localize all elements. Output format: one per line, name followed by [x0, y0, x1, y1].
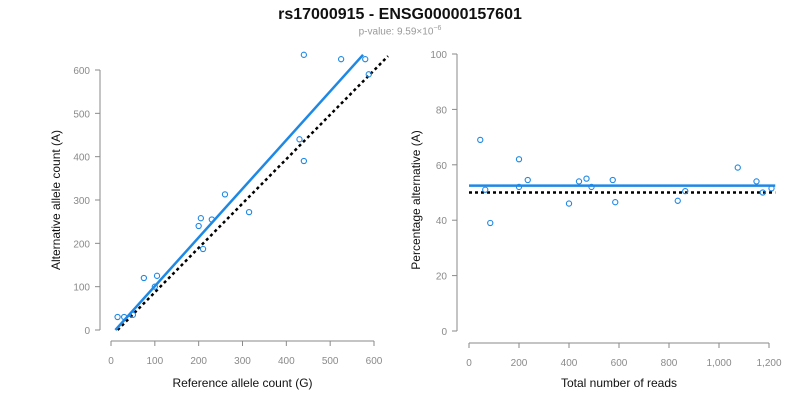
data-point	[682, 187, 689, 195]
data-point	[482, 186, 489, 193]
x-tick-label: 1,000	[706, 358, 731, 369]
data-point	[768, 185, 775, 192]
data-point	[734, 164, 741, 171]
data-point	[129, 311, 137, 318]
x-tick-label: 500	[322, 356, 339, 367]
y-tick-label: 500	[73, 109, 90, 120]
chart-title: rs17000915 - ENSG00000157601	[278, 6, 522, 23]
data-point	[195, 222, 202, 230]
y-tick-label: 200	[73, 239, 90, 250]
data-point	[245, 208, 253, 216]
data-point	[609, 176, 616, 184]
data-point	[524, 176, 531, 184]
x-tick-label: 200	[511, 358, 528, 369]
x-tick-label: 1,200	[756, 358, 781, 369]
y-tick-label: 20	[436, 272, 448, 283]
data-point	[575, 178, 583, 185]
x-axis-label: Reference allele count (G)	[172, 376, 312, 390]
x-tick-label: 400	[561, 358, 578, 369]
x-axis-label: Total number of reads	[561, 376, 677, 390]
data-point	[477, 136, 484, 144]
data-point	[153, 272, 161, 279]
data-point	[208, 216, 215, 223]
data-point	[151, 283, 158, 290]
data-point	[337, 56, 345, 63]
y-tick-label: 60	[436, 161, 448, 172]
x-tick-label: 600	[611, 358, 628, 369]
data-point	[114, 313, 121, 321]
data-point	[674, 197, 681, 204]
data-point	[588, 183, 595, 191]
y-tick-label: 300	[73, 196, 90, 207]
data-point	[140, 274, 148, 282]
y-tick-label: 40	[436, 216, 448, 227]
data-point	[753, 178, 760, 185]
reference-line	[116, 55, 389, 331]
y-tick-label: 100	[430, 50, 447, 61]
subtitle-exponent: −6	[433, 25, 442, 32]
data-point	[612, 199, 619, 206]
scatter-panel-allele-counts: 0 100 200 300 400 500 600 0 100 200 300 400 500 600 Re…	[49, 51, 389, 390]
scatter-panel-percentage: 0 200 400 600 800 1,000 1,200 0 20 40 60 80 100 Total…	[409, 50, 782, 390]
y-axis-label: Percentage alternative (A)	[409, 130, 423, 269]
data-point	[300, 157, 308, 165]
y-tick-label: 100	[73, 283, 90, 294]
data-point	[515, 156, 523, 163]
y-tick-label: 0	[441, 327, 447, 338]
data-point	[365, 71, 372, 78]
x-tick-label: 300	[234, 356, 251, 367]
subtitle-text: p-value: 9.59×10	[358, 26, 434, 38]
data-point	[221, 191, 229, 198]
y-tick-label: 80	[436, 105, 448, 116]
y-tick-label: 600	[73, 66, 90, 77]
data-point	[565, 200, 573, 207]
data-point	[362, 56, 369, 63]
data-point	[197, 215, 205, 222]
data-point	[121, 313, 128, 321]
x-tick-label: 100	[146, 356, 163, 367]
data-point	[759, 189, 766, 196]
data-point	[583, 175, 590, 182]
data-point	[515, 183, 523, 191]
chart-subtitle: p-value: 9.59×10−6	[0, 25, 800, 37]
data-point	[199, 245, 207, 253]
x-tick-label: 0	[108, 356, 114, 367]
y-tick-label: 400	[73, 153, 90, 164]
y-tick-label: 0	[84, 326, 90, 337]
data-point	[296, 136, 303, 143]
x-tick-label: 800	[661, 358, 678, 369]
data-point	[487, 219, 494, 227]
x-tick-label: 400	[278, 356, 295, 367]
data-point	[300, 51, 308, 58]
x-tick-label: 600	[366, 356, 383, 367]
y-axis-label: Alternative allele count (A)	[49, 130, 63, 270]
x-tick-label: 0	[466, 358, 472, 369]
x-tick-label: 200	[190, 356, 207, 367]
